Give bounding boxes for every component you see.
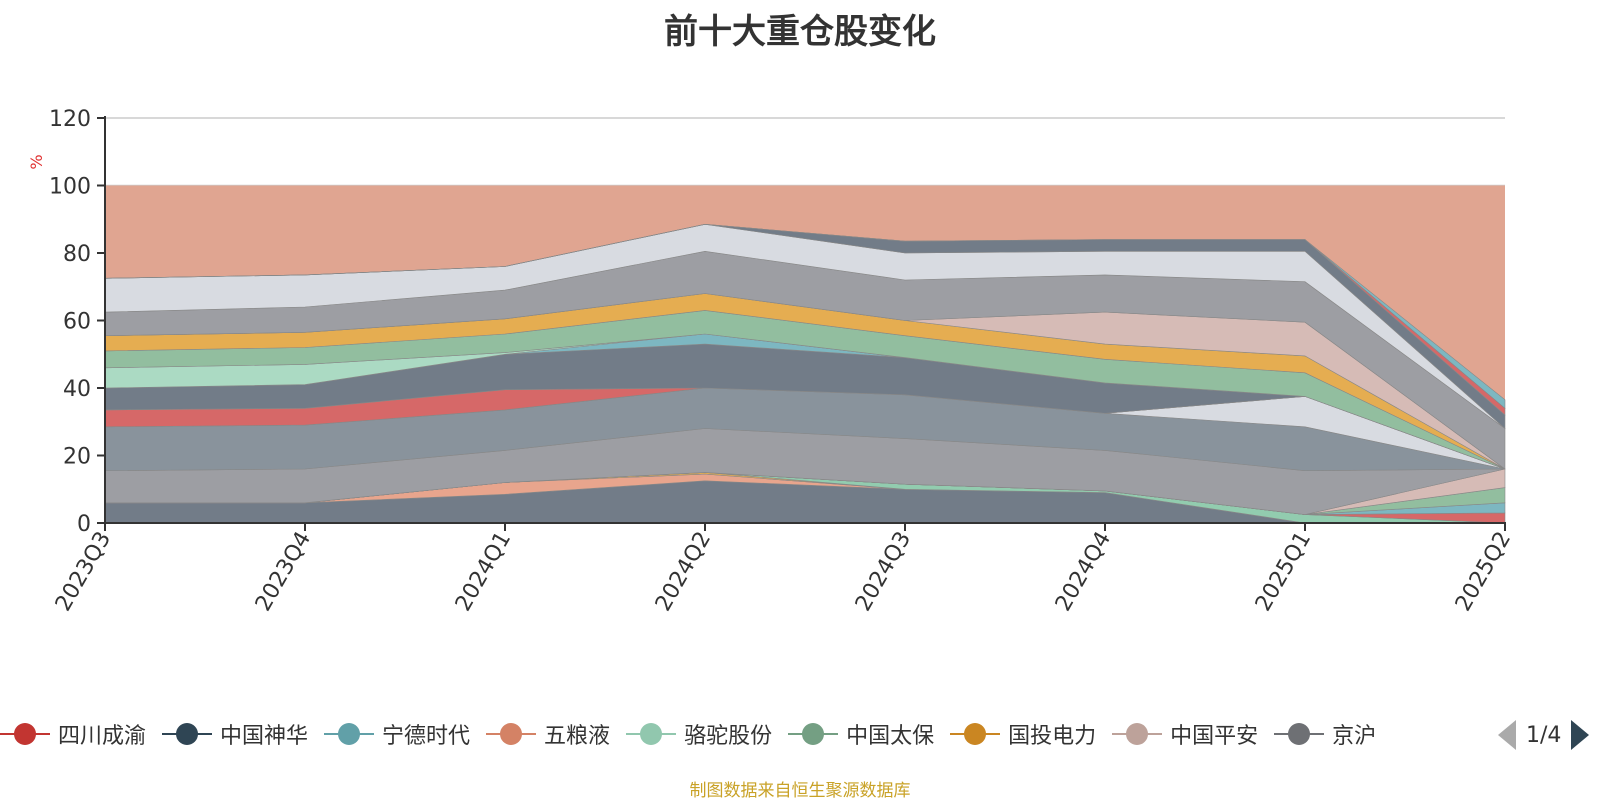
x-tick-label: 2023Q3 bbox=[51, 528, 116, 616]
legend-marker-icon bbox=[788, 719, 839, 749]
y-axis-unit-label: % bbox=[27, 154, 46, 169]
legend-marker-icon bbox=[0, 719, 50, 749]
legend-item[interactable]: 京沪 bbox=[1274, 712, 1376, 756]
legend-pager: 1/4 bbox=[1498, 718, 1590, 752]
legend-item[interactable]: 五粮液 bbox=[486, 712, 610, 756]
x-tick-label: 2024Q2 bbox=[651, 528, 716, 616]
y-tick-label: 40 bbox=[63, 377, 91, 402]
legend-label: 国投电力 bbox=[1008, 724, 1097, 749]
legend-item[interactable]: 中国神华 bbox=[162, 712, 308, 756]
legend-item[interactable]: 四川成渝 bbox=[0, 712, 146, 756]
legend-marker-icon bbox=[1274, 719, 1325, 749]
area-series-22 bbox=[104, 223, 1506, 409]
legend-item[interactable]: 国投电力 bbox=[950, 712, 1096, 756]
x-tick-label: 2024Q1 bbox=[451, 528, 516, 616]
legend-page-indicator: 1/4 bbox=[1526, 722, 1562, 748]
legend: 四川成渝 中国神华 宁德时代 五粮液 骆驼股份 中国太保 国投电力 中国平安 京沪 bbox=[0, 712, 1490, 756]
y-tick-label: 60 bbox=[63, 310, 91, 335]
legend-label: 四川成渝 bbox=[58, 724, 147, 749]
x-tick-label: 2024Q4 bbox=[1051, 528, 1116, 616]
y-tick-label: 100 bbox=[49, 175, 91, 200]
x-tick-label: 2025Q2 bbox=[1451, 528, 1516, 616]
y-tick-label: 20 bbox=[63, 445, 91, 470]
x-tick-label: 2025Q1 bbox=[1251, 528, 1316, 616]
legend-label: 骆驼股份 bbox=[684, 724, 773, 749]
legend-marker-icon bbox=[1112, 719, 1163, 749]
legend-prev-page-button[interactable] bbox=[1498, 720, 1516, 750]
y-tick-label: 0 bbox=[77, 512, 91, 537]
legend-next-page-button[interactable] bbox=[1571, 720, 1590, 750]
legend-label: 中国太保 bbox=[846, 724, 935, 749]
legend-label: 五粮液 bbox=[544, 724, 611, 749]
legend-marker-icon bbox=[162, 719, 213, 749]
legend-label: 中国神华 bbox=[220, 724, 309, 749]
area-series-group bbox=[104, 223, 1506, 524]
x-tick-label: 2023Q4 bbox=[251, 528, 316, 616]
legend-label: 京沪 bbox=[1332, 724, 1377, 749]
legend-marker-icon bbox=[486, 719, 537, 749]
legend-marker-icon bbox=[324, 719, 375, 749]
chart-title: 前十大重仓股变化 bbox=[664, 12, 936, 52]
y-tick-label: 120 bbox=[49, 107, 91, 132]
legend-item[interactable]: 中国平安 bbox=[1112, 712, 1258, 756]
legend-label: 宁德时代 bbox=[382, 724, 471, 749]
legend-label: 中国平安 bbox=[1170, 724, 1259, 749]
legend-item[interactable]: 宁德时代 bbox=[324, 712, 470, 756]
legend-item[interactable]: 骆驼股份 bbox=[626, 712, 772, 756]
legend-marker-icon bbox=[626, 719, 677, 749]
x-tick-label: 2024Q3 bbox=[851, 528, 916, 616]
y-tick-label: 80 bbox=[63, 242, 91, 267]
legend-marker-icon bbox=[950, 719, 1001, 749]
legend-item[interactable]: 中国太保 bbox=[788, 712, 934, 756]
data-source-note: 制图数据来自恒生聚源数据库 bbox=[689, 781, 911, 801]
